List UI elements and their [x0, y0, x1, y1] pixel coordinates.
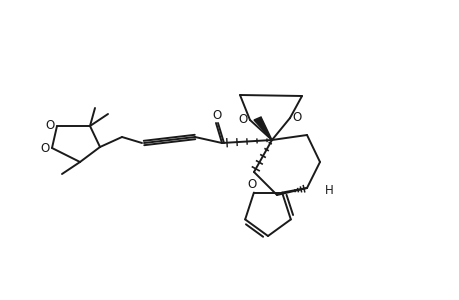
- Text: O: O: [238, 112, 247, 125]
- Text: O: O: [40, 142, 50, 154]
- Text: H: H: [325, 184, 333, 197]
- Text: O: O: [292, 110, 301, 124]
- Text: O: O: [212, 109, 221, 122]
- Polygon shape: [253, 117, 271, 140]
- Text: O: O: [247, 178, 256, 191]
- Text: O: O: [45, 118, 55, 131]
